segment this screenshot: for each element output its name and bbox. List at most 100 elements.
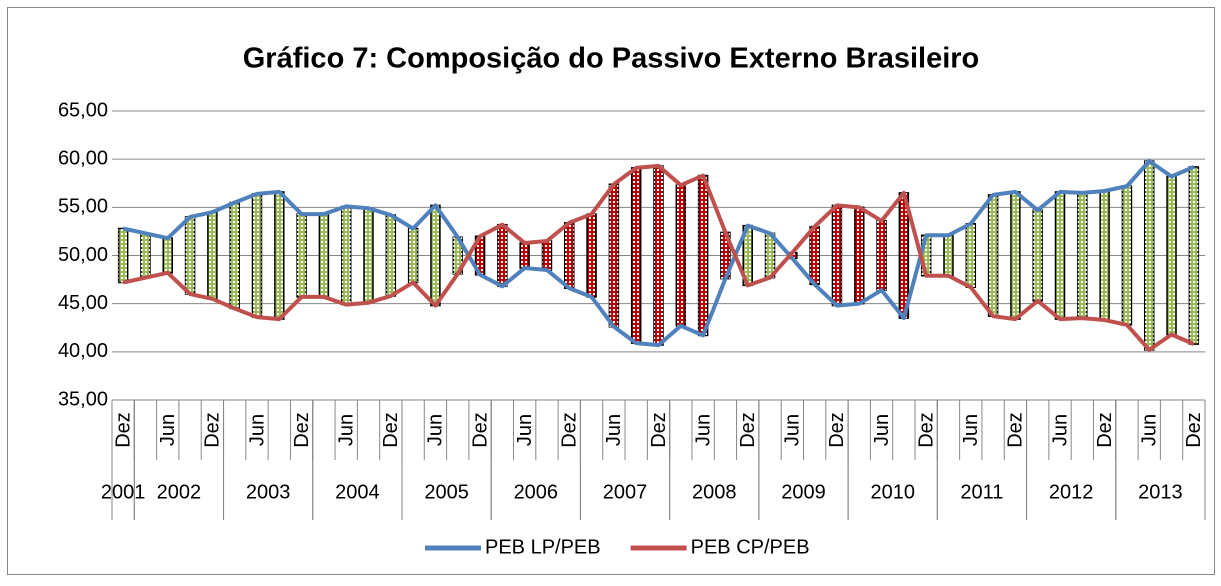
bar-pattern: [386, 215, 396, 296]
bar-pattern: [899, 192, 909, 319]
up-down-bar: [229, 201, 240, 310]
bar-pattern: [408, 228, 418, 283]
up-down-bar: [430, 204, 441, 307]
bar-pattern: [1100, 190, 1110, 321]
x-tick-label: Jun: [782, 414, 804, 446]
series-line: [122, 163, 1195, 352]
up-down-bar: [876, 220, 887, 291]
legend-label: PEB LP/PEB: [485, 536, 601, 558]
bar-pattern: [966, 223, 976, 288]
x-tick-label: Dez: [559, 412, 581, 448]
up-down-bar: [809, 225, 820, 286]
up-down-bar: [207, 211, 218, 300]
x-tick-label: Jun: [871, 414, 893, 446]
y-tick-label: 40,00: [58, 340, 108, 362]
x-tick-label: Dez: [648, 412, 670, 448]
x-tick-label: Jun: [335, 414, 357, 446]
bar-pattern: [676, 185, 686, 326]
up-down-bar: [630, 167, 642, 344]
up-down-bar: [564, 221, 575, 290]
bar-pattern: [1010, 191, 1020, 320]
up-down-bar: [274, 191, 285, 320]
bar-pattern: [430, 205, 440, 306]
chart-title: Gráfico 7: Composição do Passivo Externo…: [243, 43, 980, 75]
x-tick-label: Dez: [1183, 412, 1205, 448]
up-down-bar: [117, 227, 129, 284]
up-down-bar: [363, 207, 374, 304]
bar-pattern: [163, 238, 173, 273]
up-down-bar: [1143, 160, 1155, 351]
bar-pattern: [654, 165, 663, 346]
bar-pattern: [118, 228, 128, 283]
bar-pattern: [1055, 191, 1065, 320]
up-down-bar: [296, 213, 307, 298]
up-down-bar: [318, 213, 330, 298]
bar-pattern: [319, 214, 329, 297]
up-down-bar: [385, 214, 397, 297]
up-down-bar: [1188, 166, 1200, 345]
year-label: 2012: [1049, 481, 1094, 503]
bar-pattern: [564, 222, 574, 289]
up-down-bar: [987, 194, 999, 317]
bar-pattern: [854, 207, 864, 304]
bar-pattern: [542, 241, 552, 270]
x-tick-label: Jun: [514, 414, 536, 446]
x-tick-label: Dez: [826, 412, 848, 448]
bar-pattern: [1189, 166, 1199, 345]
bar-pattern: [1144, 161, 1154, 350]
y-tick-label: 65,00: [58, 99, 108, 121]
year-label: 2002: [157, 481, 202, 503]
bar-pattern: [475, 236, 485, 275]
up-down-bar: [541, 240, 553, 271]
bar-pattern: [1122, 186, 1132, 325]
x-tick-label: Jun: [157, 414, 179, 446]
up-down-bar: [965, 222, 977, 289]
bar-pattern: [587, 214, 597, 297]
y-tick-label: 55,00: [58, 196, 108, 218]
x-tick-label: Jun: [246, 414, 268, 446]
x-tick-label: Jun: [692, 414, 714, 446]
up-down-bar: [162, 237, 174, 274]
bar-pattern: [207, 212, 217, 299]
bar-pattern: [140, 233, 150, 278]
bar-pattern: [497, 224, 507, 287]
up-down-bar: [407, 227, 419, 284]
bar-pattern: [921, 235, 931, 276]
bar-pattern: [943, 235, 953, 276]
bar-pattern: [720, 232, 730, 279]
x-tick-label: Dez: [112, 412, 134, 448]
bar-pattern: [743, 225, 753, 286]
year-label: 2007: [603, 481, 648, 503]
x-tick-label: Dez: [380, 412, 402, 448]
up-down-bar: [519, 242, 530, 269]
year-label: 2009: [781, 481, 826, 503]
bar-pattern: [297, 214, 307, 297]
year-label: 2005: [424, 481, 469, 503]
bar-pattern: [609, 184, 619, 327]
year-label: 2013: [1138, 481, 1183, 503]
y-tick-label: 35,00: [58, 388, 108, 410]
year-label: 2006: [514, 481, 559, 503]
bar-pattern: [453, 237, 463, 274]
x-tick-label: Dez: [202, 412, 224, 448]
up-down-bar: [140, 232, 151, 279]
x-tick-label: Dez: [291, 412, 313, 448]
up-down-bar: [340, 205, 352, 306]
bar-pattern: [252, 193, 262, 318]
year-label: 2003: [246, 481, 291, 503]
up-down-bar: [586, 213, 597, 298]
year-label: 2010: [870, 481, 915, 503]
bar-pattern: [1033, 210, 1043, 301]
bar-pattern: [341, 206, 351, 305]
legend-label: PEB CP/PEB: [691, 536, 810, 558]
x-tick-label: Jun: [1049, 414, 1071, 446]
x-tick-label: Jun: [425, 414, 447, 446]
up-down-bar: [1166, 175, 1177, 336]
up-down-bar: [831, 204, 843, 307]
bar-pattern: [230, 202, 240, 309]
x-tick-label: Jun: [603, 414, 625, 446]
bar-pattern: [765, 233, 775, 278]
up-down-bar: [943, 234, 954, 277]
year-label: 2004: [335, 481, 380, 503]
